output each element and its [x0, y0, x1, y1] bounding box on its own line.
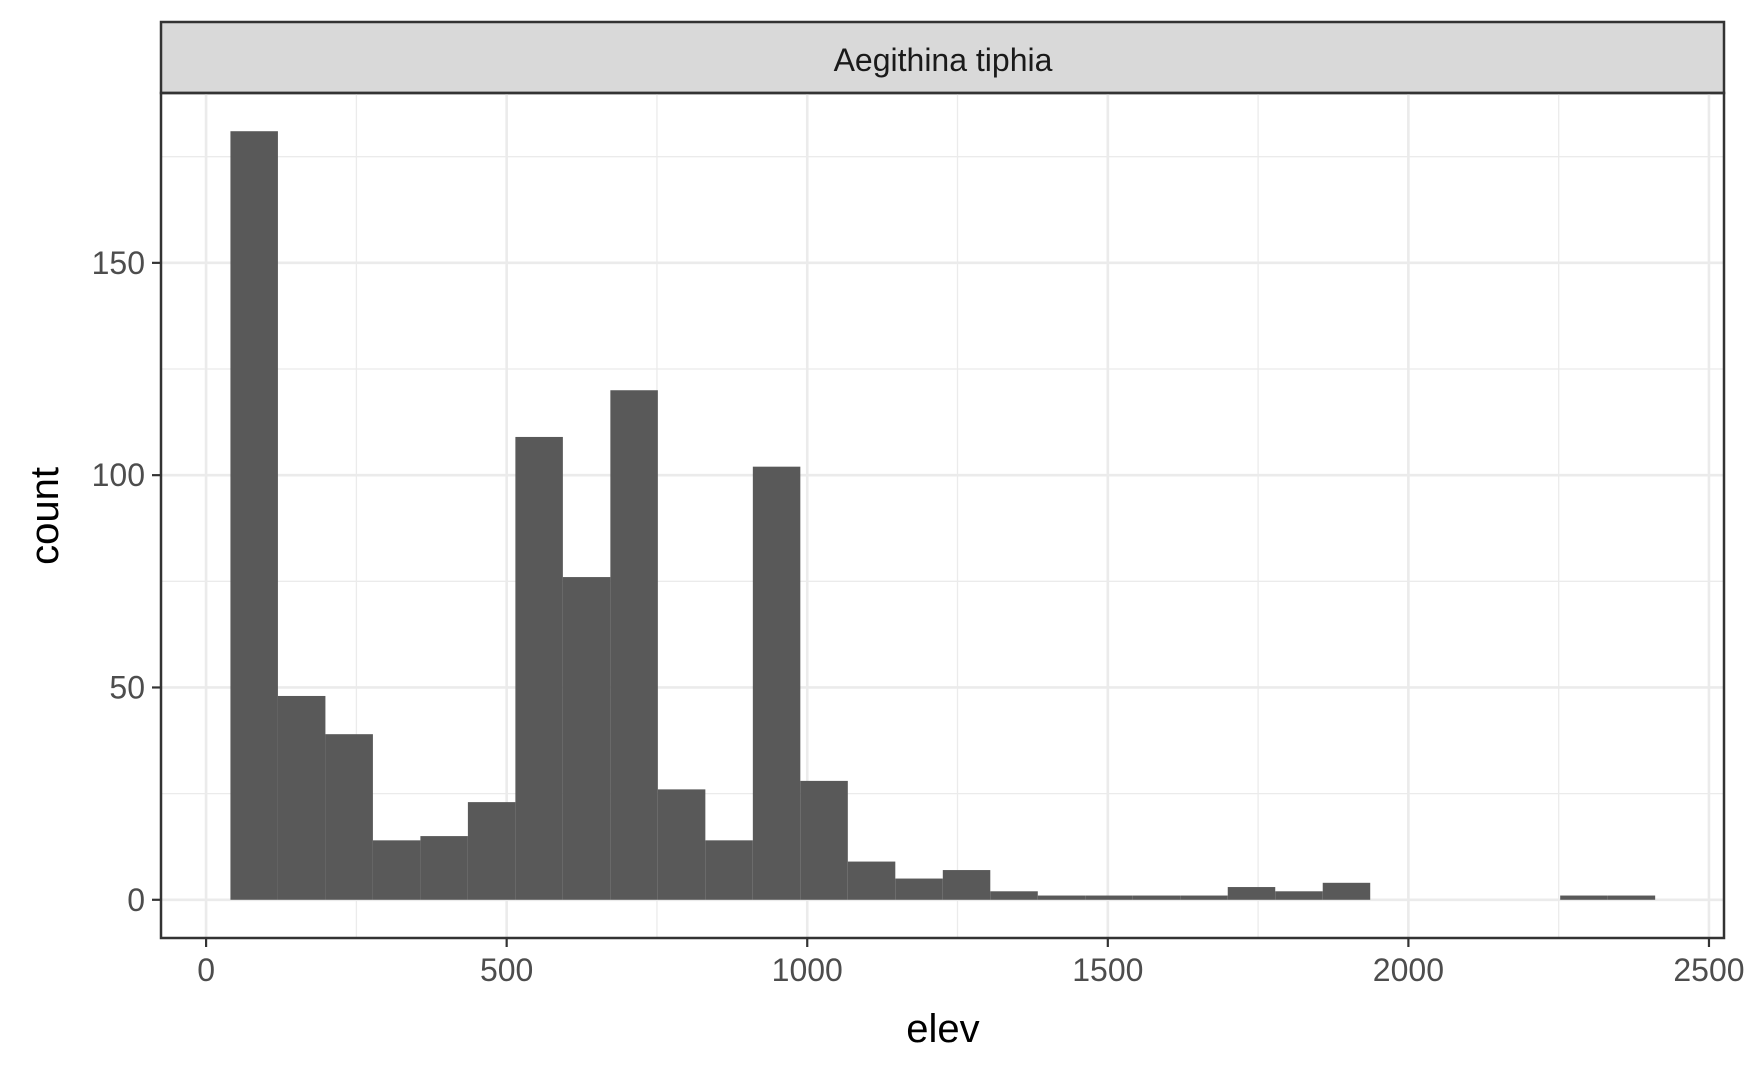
- histogram-bar: [1275, 891, 1323, 900]
- histogram-bar: [990, 891, 1038, 900]
- y-tick-label: 150: [92, 245, 145, 281]
- histogram-bars: [230, 131, 1656, 900]
- y-tick-label: 50: [109, 669, 145, 705]
- histogram-bar: [752, 466, 801, 900]
- histogram-bar: [1560, 895, 1608, 900]
- histogram-bar: [1037, 895, 1086, 900]
- histogram-bar: [847, 861, 896, 900]
- histogram-bar: [325, 734, 373, 900]
- histogram-bar: [420, 836, 468, 900]
- histogram-bar: [1227, 887, 1276, 900]
- histogram-bar: [610, 390, 658, 900]
- grid-lines: [161, 93, 1724, 938]
- histogram-bar: [1085, 895, 1133, 900]
- histogram-bar: [1607, 895, 1656, 900]
- histogram-bar: [230, 131, 278, 900]
- histogram-bar: [372, 840, 421, 900]
- histogram-bar: [1180, 895, 1228, 900]
- histogram-bar: [942, 870, 991, 900]
- histogram-bar: [562, 577, 611, 900]
- facet-strip-label: Aegithina tiphia: [834, 42, 1053, 78]
- histogram-bar: [515, 436, 563, 900]
- histogram-bar: [467, 802, 516, 900]
- x-tick-label: 1000: [772, 952, 843, 988]
- x-axis: 0 500 1000 1500 2000 2500: [197, 938, 1745, 988]
- panel-border: [159, 91, 1726, 940]
- histogram-bar: [1322, 882, 1371, 900]
- x-tick-label: 0: [197, 952, 215, 988]
- histogram-bar: [800, 780, 848, 900]
- x-tick-label: 2500: [1673, 952, 1744, 988]
- facet-strip: [159, 20, 1726, 95]
- histogram-bar: [657, 789, 706, 900]
- histogram-bar: [705, 840, 753, 900]
- x-tick-label: 500: [480, 952, 533, 988]
- y-axis-title: count: [23, 467, 67, 565]
- histogram-bar: [277, 695, 326, 900]
- x-tick-label: 1500: [1072, 952, 1143, 988]
- x-tick-label: 2000: [1373, 952, 1444, 988]
- histogram-bar: [1132, 895, 1181, 900]
- y-axis: 0 50 100 150: [92, 245, 161, 918]
- histogram-bar: [895, 878, 943, 900]
- y-tick-label: 100: [92, 457, 145, 493]
- x-axis-title: elev: [906, 1007, 979, 1051]
- y-tick-label: 0: [127, 882, 145, 918]
